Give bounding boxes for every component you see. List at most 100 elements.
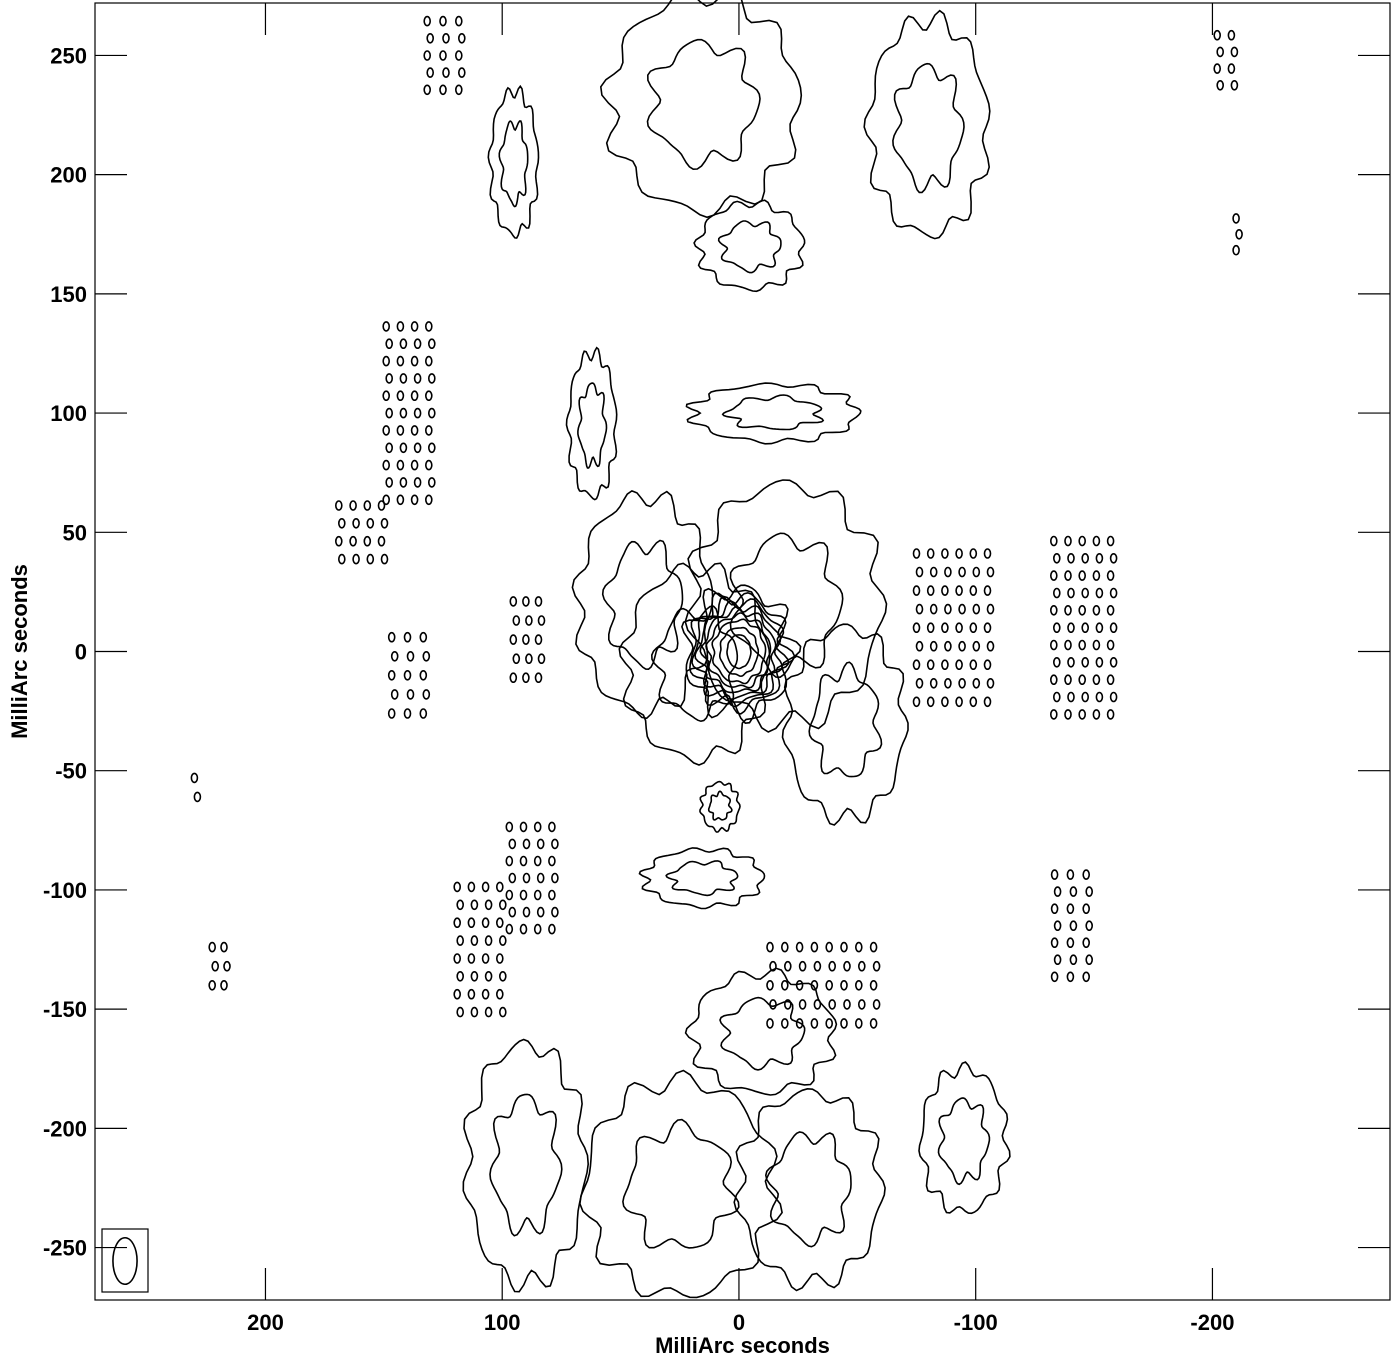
contour-ripple	[363, 500, 372, 511]
contour-ripple	[1050, 709, 1058, 720]
contour-ripple	[869, 1018, 878, 1029]
contour-ripple	[795, 941, 804, 953]
contour-ripple	[453, 988, 462, 1000]
contour-ripple	[1067, 622, 1075, 634]
contour-ripple	[457, 67, 466, 78]
contour-ripple	[955, 696, 963, 708]
contour-ripple	[537, 615, 546, 626]
contour-ripple	[456, 970, 465, 982]
contour-ripple	[1109, 622, 1118, 634]
contour-ripple	[467, 988, 476, 1000]
contour-line	[622, 1118, 740, 1249]
contour-ripple	[1092, 709, 1101, 720]
x-tick-label: 200	[247, 1310, 284, 1335]
contour-ripple	[1232, 213, 1240, 224]
contour-ripple	[410, 459, 419, 471]
y-tick-label: 200	[50, 163, 87, 188]
contour-ripple	[536, 838, 545, 850]
contour-ripple	[1092, 570, 1101, 581]
contour-ripple	[986, 566, 995, 578]
contour-ripple	[519, 889, 528, 901]
contour-ripple	[382, 425, 391, 436]
contour-ripple	[498, 970, 507, 982]
contour-ripple	[380, 517, 389, 529]
contour-line	[719, 996, 806, 1071]
contour-ripple	[1067, 587, 1075, 599]
contour-ripple	[403, 708, 412, 719]
contour-ripple	[926, 585, 935, 596]
contour-ripple	[1109, 656, 1118, 668]
contour-blob	[599, 0, 803, 219]
contour-ripple	[366, 517, 375, 529]
contour-ripple	[780, 979, 789, 991]
contour-ripple	[512, 653, 521, 665]
contour-ripple	[211, 960, 219, 972]
contour-ripple	[399, 373, 408, 384]
contour-blob	[918, 1061, 1011, 1215]
contour-ripple	[1095, 587, 1104, 599]
contour-ripple	[424, 390, 433, 402]
contour-ripple	[813, 999, 822, 1010]
contour-ripple	[929, 603, 938, 615]
contour-ripple	[382, 459, 391, 471]
contour-ripple	[783, 999, 792, 1010]
contour-ripple	[509, 672, 518, 684]
contour-ripple	[912, 585, 921, 596]
contour-ripple	[470, 970, 479, 982]
contour-line	[601, 539, 684, 671]
contour-ripple	[766, 979, 774, 991]
contour-ripple	[534, 634, 543, 645]
contour-ripple	[1106, 570, 1115, 581]
contour-ripple	[972, 677, 981, 689]
contour-ripple	[798, 999, 807, 1010]
contour-line	[937, 1097, 991, 1186]
contour-ripple	[1095, 552, 1104, 564]
contour-ripple	[423, 15, 432, 27]
contour-ripple	[926, 622, 935, 634]
contour-ripple	[825, 941, 834, 953]
contour-ripple	[396, 494, 405, 506]
contour-ripple	[454, 50, 463, 61]
contour-ripple	[427, 442, 436, 454]
contour-ripple	[508, 838, 517, 850]
contour-ripple	[454, 84, 463, 96]
contour-ripple-group	[1050, 869, 1093, 983]
contour-ripple	[470, 899, 479, 911]
contour-blob	[699, 780, 741, 833]
contour-ripple	[958, 603, 966, 615]
contour-ripple	[495, 881, 504, 893]
contour-ripple	[1082, 937, 1090, 949]
contour-ripple	[390, 689, 399, 700]
x-tick-label: -100	[954, 1310, 998, 1335]
contour-ripple	[352, 517, 360, 529]
contour-ripple	[1095, 691, 1104, 703]
contour-ripple-group	[387, 631, 431, 719]
contour-line	[638, 847, 766, 910]
contour-ripple	[403, 669, 412, 681]
core-contour	[681, 584, 802, 725]
contour-ripple	[969, 696, 978, 708]
contour-ripple	[941, 622, 949, 634]
contour-ripple	[1081, 552, 1089, 564]
contour-ripple	[396, 459, 405, 471]
contour-line	[577, 382, 608, 469]
contour-ripple	[1069, 886, 1078, 897]
contour-ripple	[382, 355, 391, 367]
contour-ripple	[1064, 604, 1072, 616]
contour-ripple	[533, 855, 542, 867]
contour-ripple	[470, 935, 479, 946]
contour-ripple	[1085, 954, 1093, 966]
contour-ripple	[941, 696, 949, 708]
contour-line	[693, 199, 806, 293]
contour-ripple	[944, 677, 952, 689]
contour-ripple	[385, 407, 394, 419]
contour-ripple	[509, 634, 518, 645]
contour-ripple	[958, 677, 966, 689]
contour-ripple	[413, 477, 422, 488]
core-contour	[699, 606, 777, 694]
contour-ripple-group	[334, 500, 389, 565]
contour-ripple	[534, 596, 543, 607]
contour-ripple	[410, 321, 419, 332]
contour-ripple	[766, 1018, 774, 1029]
contour-ripple	[484, 1006, 493, 1018]
